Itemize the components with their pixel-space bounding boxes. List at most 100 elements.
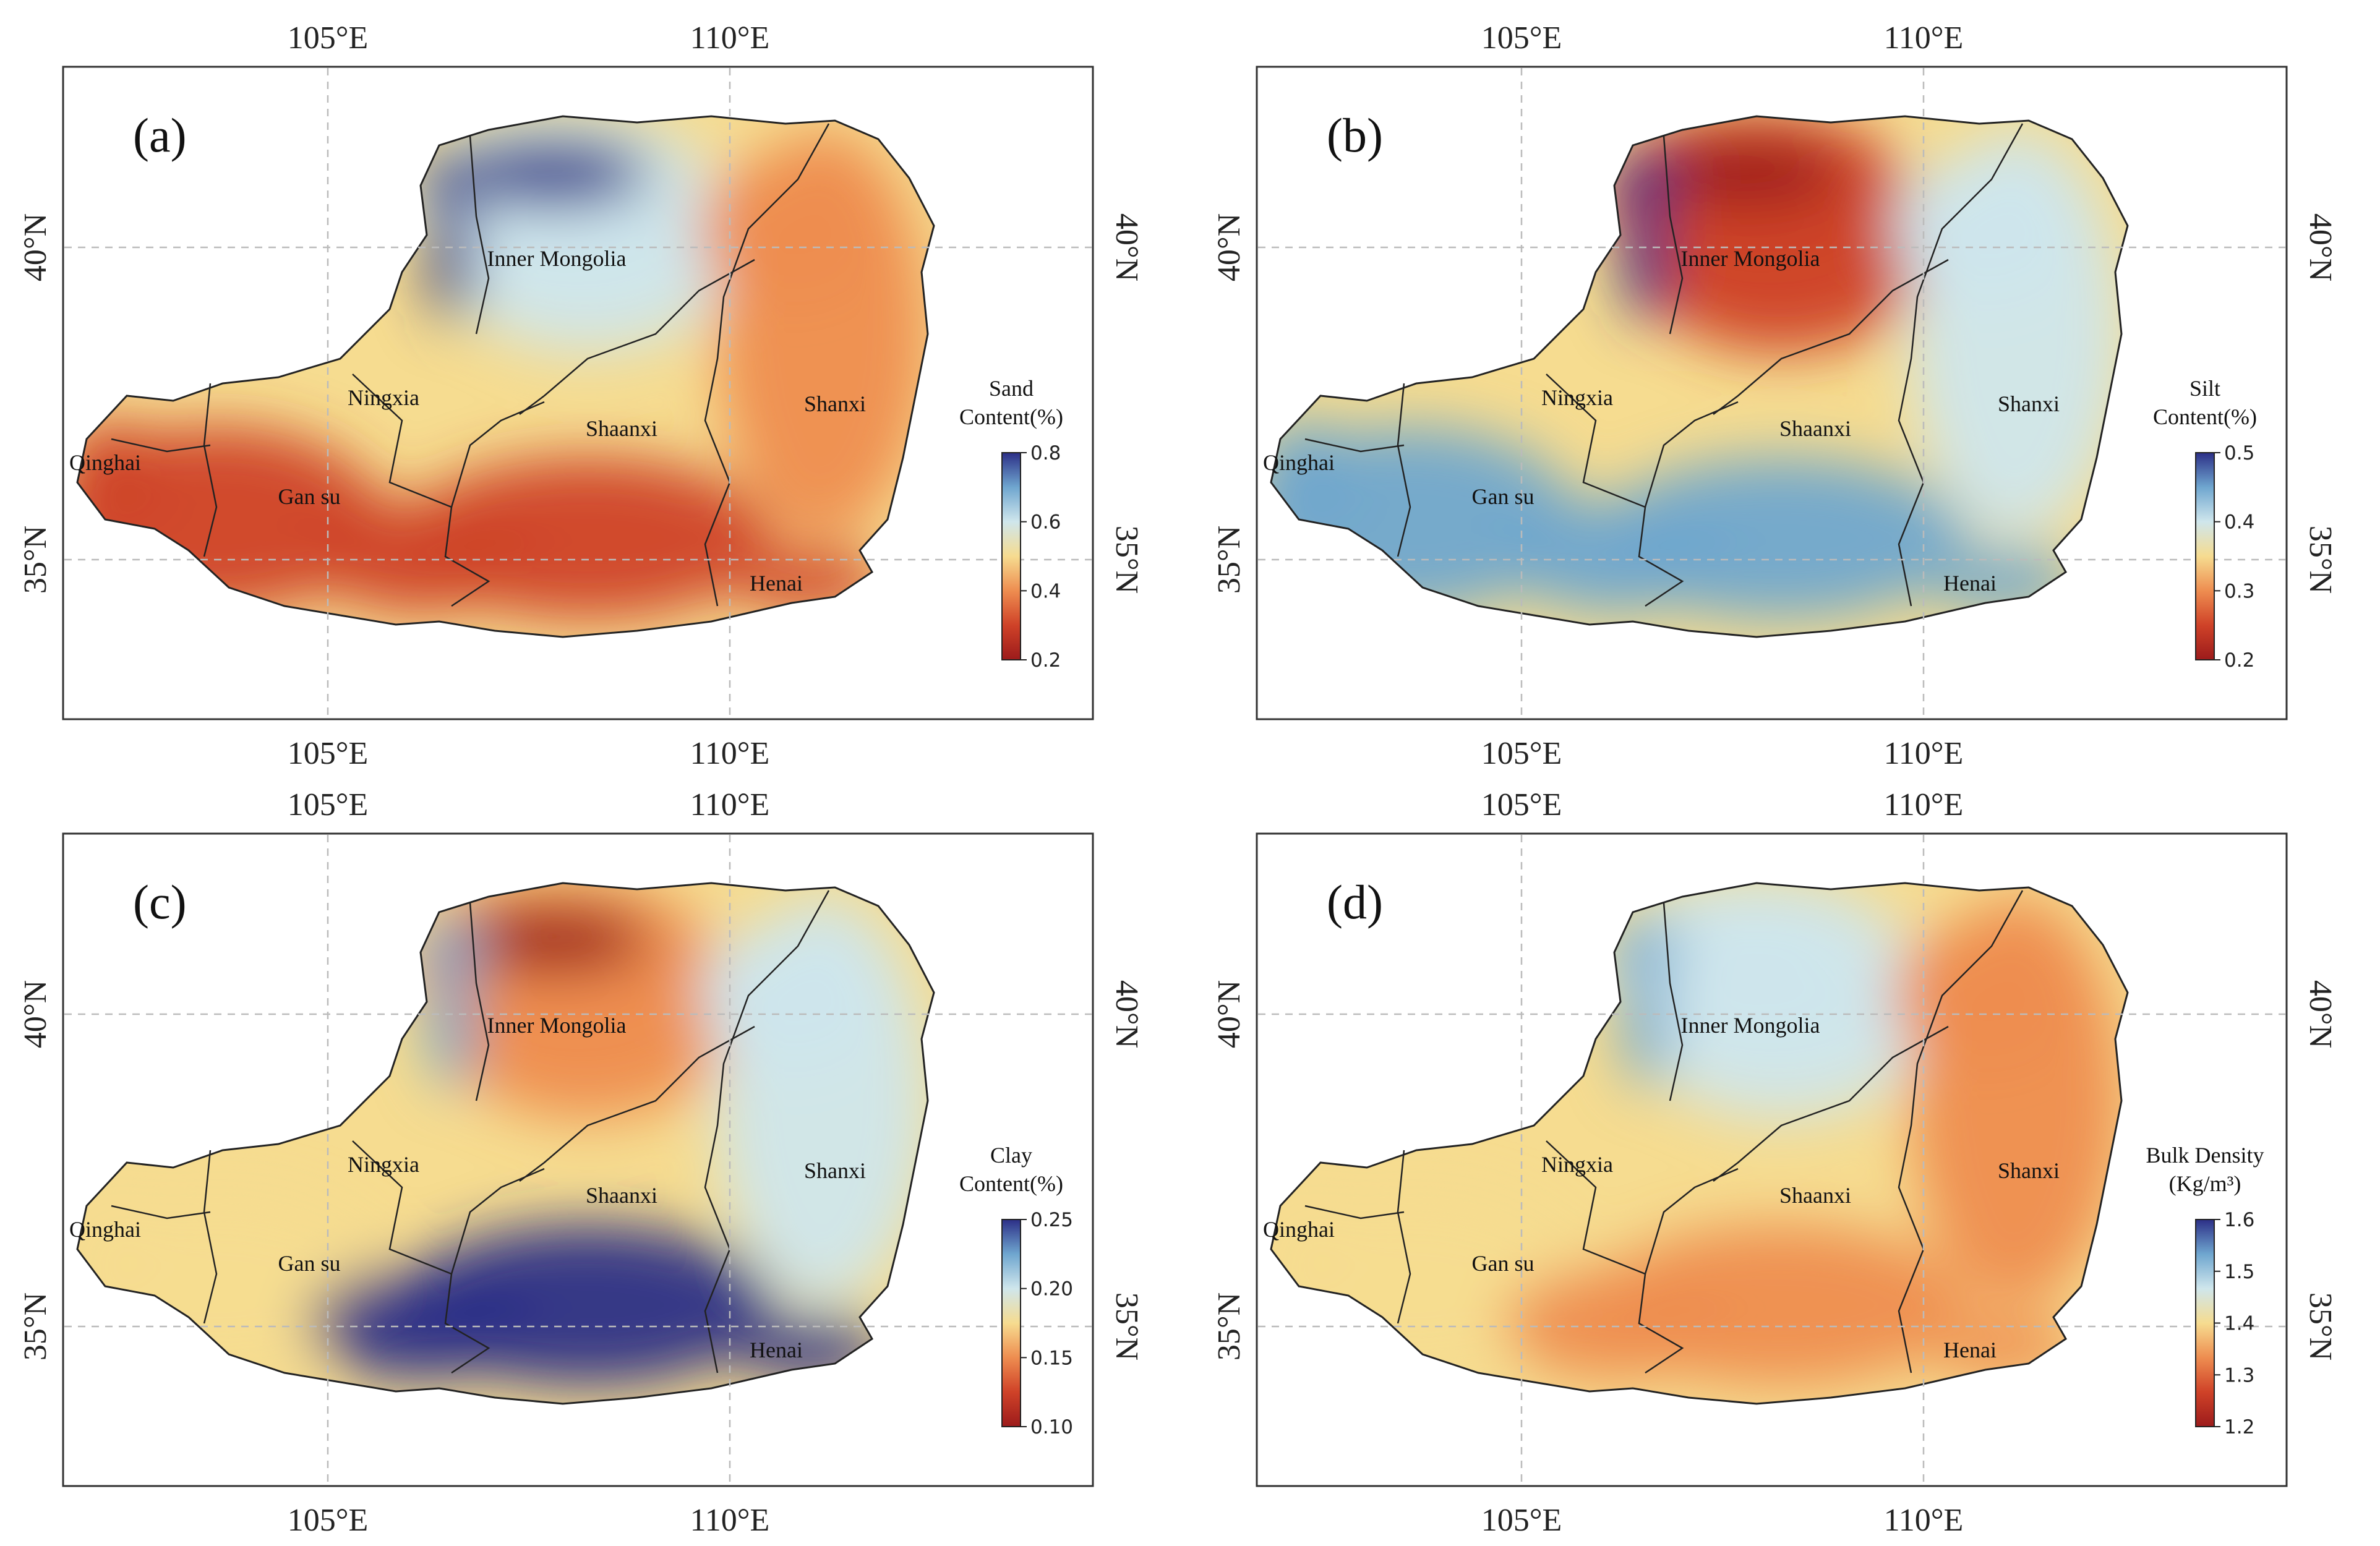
lon-tick-label: 110°E	[690, 20, 770, 56]
region-gansu: Gan su	[278, 484, 341, 509]
region-shanxi: Shanxi	[804, 391, 866, 416]
province-boundary	[111, 438, 211, 453]
raster-patch-desert	[1622, 198, 1669, 322]
province-boundary	[704, 123, 830, 607]
region-henai: Henai	[750, 1338, 803, 1362]
raster-patch-north	[452, 192, 724, 352]
lat-tick-label-right: 35°N	[2303, 1292, 2338, 1360]
province-boundary	[1304, 1205, 1405, 1219]
region-gansu: Gan su	[1472, 484, 1535, 509]
colorbar-tick-label: 0.25	[1030, 1209, 1073, 1231]
raster-patch-sandbelt	[1645, 906, 1843, 974]
region-ningxia: Ningxia	[1541, 1152, 1613, 1177]
raster-patch-south	[309, 1268, 532, 1379]
colorbar-tick-label: 1.3	[2224, 1364, 2254, 1386]
raster-patch-desert	[428, 965, 475, 1088]
colorbar-tick-label: 0.10	[1030, 1416, 1073, 1438]
plateau-outline	[1270, 115, 2129, 638]
region-qinghai: Qinghai	[1263, 1217, 1335, 1242]
lon-tick-label: 105°E	[288, 1503, 369, 1538]
colorbar-title: Sand	[989, 376, 1034, 401]
region-shanxi: Shanxi	[1998, 1158, 2060, 1183]
raster-patch-desert	[428, 198, 475, 322]
region-henai: Henai	[1943, 1338, 1997, 1362]
colorbar-tick-label: 0.2	[1030, 649, 1061, 672]
colorbar	[1001, 1219, 1021, 1427]
lat-tick-label-left: 35°N	[18, 1292, 53, 1360]
plateau-outline	[76, 115, 935, 638]
lat-tick-label-right: 40°N	[2303, 213, 2338, 281]
province-boundary	[1397, 1150, 1411, 1324]
colorbar	[1001, 452, 1021, 660]
raster-patch-desert	[1608, 921, 1682, 971]
region-qinghai: Qinghai	[69, 1217, 141, 1242]
raster-patch-desert	[1608, 155, 1682, 204]
raster-patch-sandbelt	[1645, 139, 1843, 207]
colorbar-tick-label: 1.4	[2224, 1313, 2254, 1335]
raster-patch-sandbelt	[452, 906, 649, 974]
lon-tick-label: 105°E	[1481, 736, 1562, 771]
province-boundary	[704, 890, 830, 1373]
lon-tick-label: 110°E	[1884, 1503, 1964, 1538]
lat-tick-label-left: 35°N	[18, 526, 53, 594]
colorbar	[2195, 1219, 2215, 1427]
region-inner-mongolia: Inner Mongolia	[1681, 246, 1820, 271]
lon-tick-label: 110°E	[1884, 787, 1964, 822]
lon-tick-label: 105°E	[1481, 20, 1562, 56]
province-boundary	[469, 135, 490, 335]
colorbar-title: (Kg/m³)	[2169, 1171, 2241, 1196]
province-boundary	[1663, 135, 1684, 335]
lat-tick-label-right: 35°N	[2303, 526, 2338, 594]
province-boundary	[444, 1273, 490, 1374]
colorbar	[2195, 452, 2215, 660]
raster-patch-east	[699, 921, 884, 1070]
lon-tick-label: 110°E	[690, 736, 770, 771]
panel-letter: (d)	[1327, 875, 1383, 929]
raster-patch-south	[309, 501, 532, 612]
lon-tick-label: 105°E	[288, 20, 369, 56]
raster-patch-east	[1893, 921, 2078, 1070]
lat-tick-label-right: 40°N	[1109, 980, 1144, 1048]
raster-patch-south	[1503, 1268, 1726, 1379]
province-boundary	[1397, 383, 1411, 557]
colorbar-title: Bulk Density	[2146, 1143, 2264, 1168]
lat-tick-label-right: 40°N	[1109, 213, 1144, 281]
lat-tick-label-left: 35°N	[1212, 526, 1247, 594]
colorbar-title: Silt	[2190, 376, 2220, 401]
region-gansu: Gan su	[1472, 1251, 1535, 1276]
region-inner-mongolia: Inner Mongolia	[1681, 1013, 1820, 1038]
province-boundary	[1713, 258, 1949, 415]
colorbar-title: Clay	[990, 1143, 1032, 1168]
lat-tick-label-left: 40°N	[1212, 213, 1247, 281]
region-qinghai: Qinghai	[1263, 450, 1335, 475]
region-henai: Henai	[750, 571, 803, 596]
raster-patch-desert	[1622, 965, 1669, 1088]
region-inner-mongolia: Inner Mongolia	[487, 1013, 627, 1038]
colorbar-title: Content(%)	[959, 1171, 1063, 1196]
province-boundary	[1638, 1273, 1684, 1374]
lat-tick-label-left: 40°N	[18, 980, 53, 1048]
lon-tick-label: 105°E	[288, 736, 369, 771]
province-boundary	[1898, 123, 2024, 607]
province-boundary	[1638, 506, 1684, 607]
region-shaanxi: Shaanxi	[1779, 416, 1851, 441]
colorbar-tick-label: 0.2	[2224, 649, 2254, 672]
region-shanxi: Shanxi	[1998, 391, 2060, 416]
lon-tick-label: 105°E	[288, 787, 369, 822]
region-ningxia: Ningxia	[1541, 385, 1613, 410]
region-shaanxi: Shaanxi	[586, 1183, 657, 1208]
lat-tick-label-right: 35°N	[1109, 1292, 1144, 1360]
raster-patch-south	[1503, 501, 1726, 612]
colorbar-tick-label: 0.8	[1030, 442, 1061, 464]
raster-patch-east	[699, 155, 884, 303]
lat-tick-label-left: 40°N	[18, 213, 53, 281]
lon-tick-label: 110°E	[1884, 736, 1964, 771]
colorbar-title: Content(%)	[2153, 404, 2257, 429]
region-inner-mongolia: Inner Mongolia	[487, 246, 627, 271]
map-canvas: 105°E 105°E 110°E 110°E 40°N 40°N 35°N 35°N (b) I…	[1212, 20, 2338, 771]
plateau-outline	[1270, 882, 2129, 1405]
province-boundary	[111, 1205, 211, 1219]
lat-tick-label-left: 40°N	[1212, 980, 1247, 1048]
raster-patch-north	[452, 959, 724, 1119]
raster-patch-desert	[414, 921, 489, 971]
